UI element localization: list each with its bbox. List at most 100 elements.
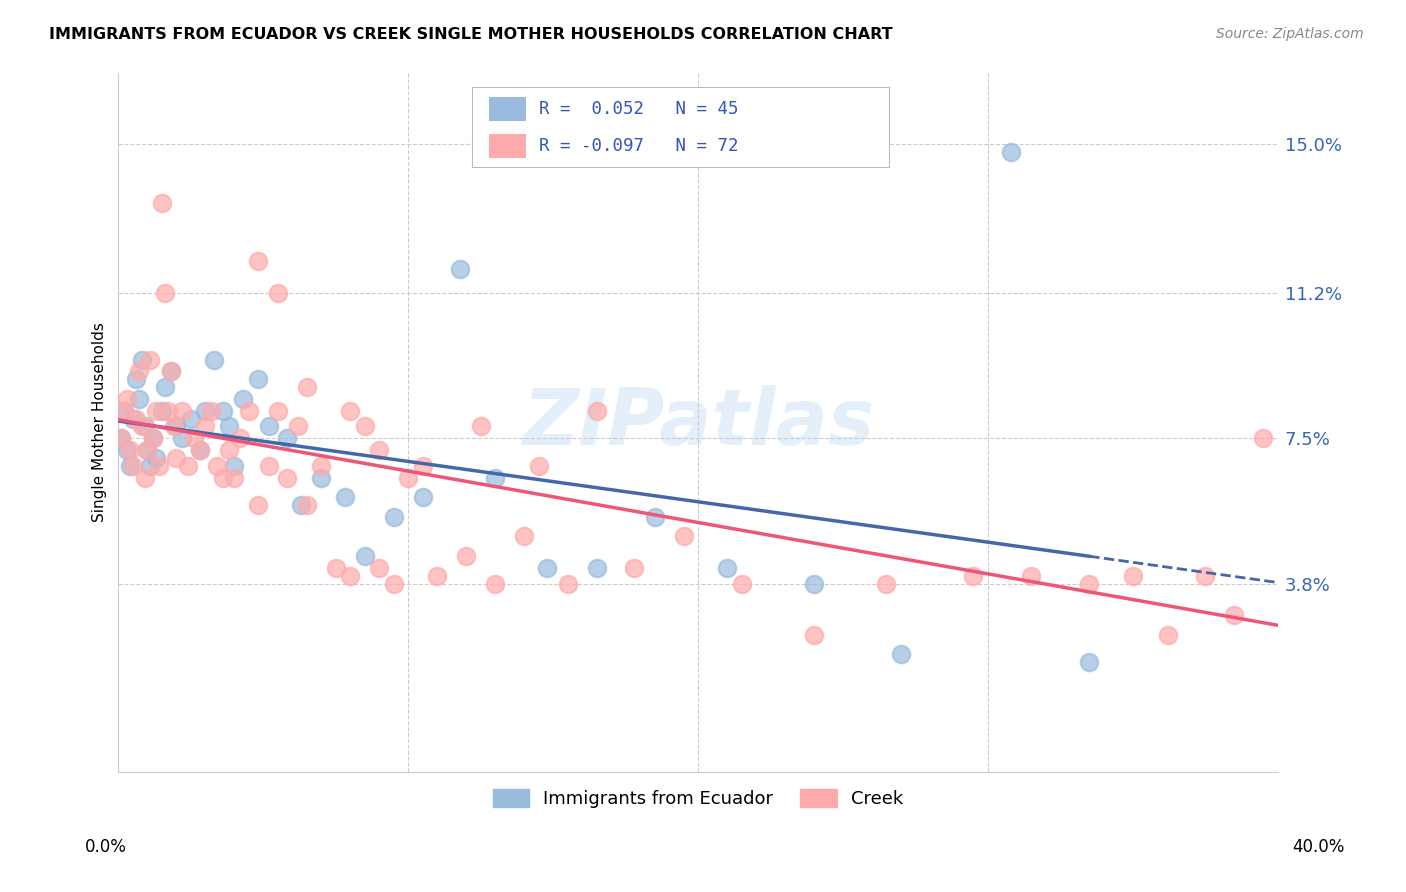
Point	[188, 443, 211, 458]
Point	[311, 458, 333, 473]
Legend: Immigrants from Ecuador, Creek: Immigrants from Ecuador, Creek	[485, 781, 911, 815]
Point	[229, 431, 252, 445]
Point	[139, 352, 162, 367]
Point	[110, 431, 132, 445]
Point	[150, 403, 173, 417]
Point	[218, 443, 240, 458]
Point	[396, 470, 419, 484]
Point	[145, 403, 167, 417]
Point	[585, 403, 607, 417]
Point	[1078, 655, 1101, 669]
Text: IMMIGRANTS FROM ECUADOR VS CREEK SINGLE MOTHER HOUSEHOLDS CORRELATION CHART: IMMIGRANTS FROM ECUADOR VS CREEK SINGLE …	[49, 27, 893, 42]
Point	[180, 411, 202, 425]
Point	[484, 470, 506, 484]
Point	[125, 411, 148, 425]
Point	[110, 431, 132, 445]
Point	[205, 458, 228, 473]
Point	[484, 576, 506, 591]
Point	[148, 458, 170, 473]
Point	[153, 285, 176, 300]
Point	[257, 458, 280, 473]
Point	[803, 576, 825, 591]
Point	[276, 431, 298, 445]
Point	[172, 403, 194, 417]
Point	[246, 372, 269, 386]
Point	[112, 403, 135, 417]
Point	[211, 403, 233, 417]
Point	[134, 419, 156, 434]
Point	[527, 458, 550, 473]
Point	[131, 352, 153, 367]
Point	[128, 392, 150, 406]
Point	[382, 576, 405, 591]
Point	[232, 392, 254, 406]
Point	[875, 576, 897, 591]
Point	[136, 443, 159, 458]
Point	[276, 470, 298, 484]
Point	[200, 403, 222, 417]
Point	[368, 561, 391, 575]
Point	[118, 443, 141, 458]
Point	[368, 443, 391, 458]
Point	[159, 364, 181, 378]
Point	[449, 262, 471, 277]
Point	[470, 419, 492, 434]
Point	[188, 443, 211, 458]
Point	[177, 458, 200, 473]
Point	[803, 627, 825, 641]
Point	[353, 419, 375, 434]
Point	[536, 561, 558, 575]
Point	[142, 431, 165, 445]
Point	[238, 403, 260, 417]
Point	[246, 254, 269, 268]
Point	[1223, 607, 1246, 622]
Point	[122, 458, 145, 473]
Point	[295, 498, 318, 512]
Text: Source: ZipAtlas.com: Source: ZipAtlas.com	[1216, 27, 1364, 41]
Text: 0.0%: 0.0%	[84, 838, 127, 855]
Point	[218, 419, 240, 434]
Point	[890, 647, 912, 661]
Point	[287, 419, 309, 434]
Point	[382, 509, 405, 524]
Point	[115, 392, 138, 406]
Point	[145, 450, 167, 465]
Point	[122, 411, 145, 425]
Point	[165, 450, 187, 465]
Point	[257, 419, 280, 434]
Point	[194, 403, 217, 417]
Point	[1000, 145, 1022, 159]
Point	[211, 470, 233, 484]
Point	[224, 470, 246, 484]
Point	[325, 561, 347, 575]
Point	[128, 364, 150, 378]
Point	[246, 498, 269, 512]
Point	[412, 458, 434, 473]
Point	[267, 403, 290, 417]
Point	[426, 568, 449, 582]
Point	[194, 419, 217, 434]
Point	[339, 403, 361, 417]
Point	[672, 529, 695, 543]
Point	[131, 419, 153, 434]
Point	[1194, 568, 1216, 582]
Point	[1122, 568, 1144, 582]
Point	[1021, 568, 1043, 582]
Point	[142, 431, 165, 445]
Point	[267, 285, 290, 300]
Point	[295, 380, 318, 394]
Point	[1251, 431, 1274, 445]
Point	[962, 568, 984, 582]
Point	[134, 470, 156, 484]
Point	[115, 443, 138, 458]
Point	[172, 431, 194, 445]
Point	[644, 509, 666, 524]
Point	[730, 576, 752, 591]
Point	[339, 568, 361, 582]
Point	[150, 195, 173, 210]
Point	[333, 490, 356, 504]
Point	[1156, 627, 1178, 641]
Point	[153, 380, 176, 394]
Point	[118, 458, 141, 473]
Point	[202, 352, 225, 367]
